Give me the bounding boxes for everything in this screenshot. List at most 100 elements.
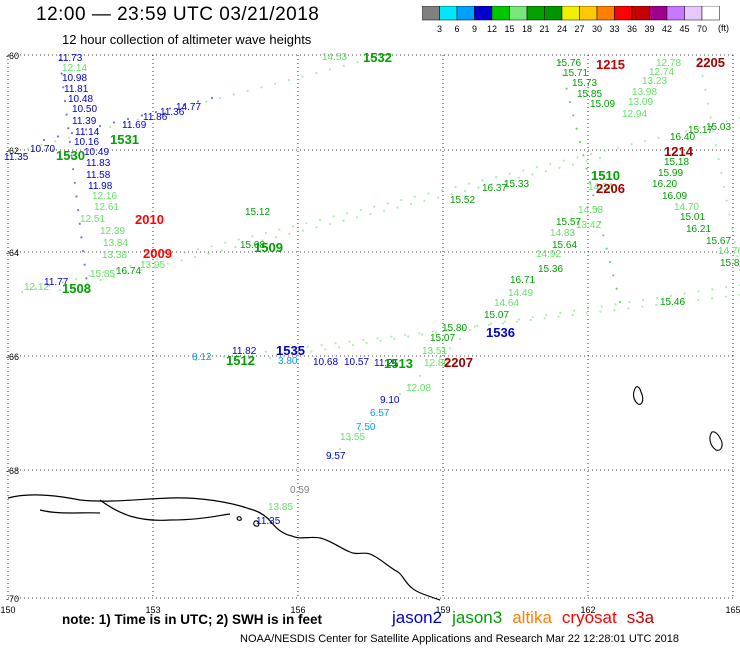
wave-height-label: 16.37 [482,183,507,194]
track-sample-point [80,236,83,239]
track-sample-point [393,337,396,340]
track-sample-point [346,212,349,215]
pass-number-label: 2010 [135,212,164,227]
wave-height-label: 12.12 [24,282,49,293]
track-sample-point [378,411,382,414]
track-sample-point [503,320,507,323]
track-sample-point [78,222,81,225]
track-sample-point [62,86,65,89]
track-sample-point [197,248,200,251]
track-sample-point [282,354,285,357]
track-sample-point [210,244,213,248]
pass-number-label: 1531 [110,132,139,147]
track-sample-point [65,113,68,116]
track-sample-point [112,275,116,278]
satellite-tracks [12,53,740,460]
track-sample-point [445,328,449,332]
wave-height-label: 15.17 [688,125,713,136]
credit-line: NOAA/NESDIS Center for Satellite Applica… [240,633,680,645]
wave-height-label: 15.07 [430,333,455,344]
wave-height-label: 15.67 [706,236,731,247]
track-sample-point [436,196,440,199]
track-sample-point [655,303,658,307]
track-sample-point [246,89,249,93]
track-sample-point [724,295,728,298]
wave-height-label: 14.53 [322,52,347,63]
track-sample-point [232,93,235,96]
track-sample-point [462,326,465,330]
pass-number-label: 1532 [363,50,392,65]
wave-height-label: 13.95 [140,260,165,271]
track-sample-point [274,236,278,239]
track-sample-point [571,163,575,166]
wave-height-label: 11.83 [86,158,111,169]
wave-height-label: 10.50 [72,104,97,115]
wave-height-label: 11.35 [4,152,29,163]
track-sample-point [84,128,88,131]
track-sample-point [112,121,116,124]
satellite-legend-jason3: jason3 [452,608,503,627]
wave-height-label: 9.10 [380,395,400,406]
track-sample-point [67,136,71,139]
track-sample-point [467,182,471,185]
colorbar-tick-label: 21 [539,24,549,34]
wave-height-label: 14.92 [536,249,561,260]
track-sample-point [264,231,267,235]
track-sample-point [585,312,588,315]
track-sample-point [522,169,525,172]
colorbar-tick-label: 45 [679,24,689,34]
footnote: note: 1) Time is in UTC; 2) SWH is in fe… [62,612,323,627]
track-sample-point [63,99,67,103]
track-sample-point [261,239,264,242]
track-sample-point [273,82,277,85]
track-sample-point [697,298,700,302]
track-sample-point [477,186,480,189]
track-sample-point [407,335,410,338]
wave-height-label: 10.49 [84,147,109,158]
track-sample-point [379,339,382,342]
wave-height-label: 10.16 [74,137,99,148]
wave-height-label: 15.71 [563,68,588,79]
track-sample-point [180,259,183,262]
satellite-legend-altika: altika [512,608,552,627]
track-sample-point [342,219,345,222]
pass-number-label: 1536 [486,325,515,340]
island-4 [236,516,242,521]
longitude-label: 162 [580,605,595,615]
track-sample-point [420,333,424,336]
track-sample-point [150,114,153,118]
colorbar-tick-label: 6 [454,24,459,34]
track-sample-point [315,226,318,229]
track-sample-point [598,156,602,160]
track-sample-point [683,292,686,295]
track-sample-point [733,241,736,244]
track-sample-point [495,175,498,179]
track-sample-point [575,127,578,130]
track-sample-point [388,402,392,405]
wave-height-label: 11.82 [232,346,257,357]
track-sample-point [193,255,197,259]
track-sample-point [264,350,267,353]
track-sample-point [154,110,158,114]
wave-height-label: 15.76 [556,58,581,69]
colorbar-tick-label: 18 [522,24,532,34]
track-sample-point [557,315,560,318]
track-sample-point [396,206,399,209]
track-sample-point [531,316,534,319]
track-sample-point [725,286,728,289]
track-sample-point [236,353,239,357]
track-sample-point [153,265,156,268]
track-sample-point [61,281,64,284]
colorbar-tick-label: 33 [609,24,619,34]
wave-height-label: 12.74 [649,67,674,78]
track-sample-point [88,274,91,277]
track-sample-point [630,143,633,146]
wave-height-label: 11.69 [122,120,147,131]
track-sample-point [85,277,88,280]
track-sample-point [81,249,85,253]
wave-height-label: 15.85 [90,269,115,280]
wave-height-label: 15.80 [442,323,467,334]
track-sample-point [373,205,376,208]
latitude-label: -66 [6,352,19,362]
wave-height-label: 13.84 [103,238,128,249]
